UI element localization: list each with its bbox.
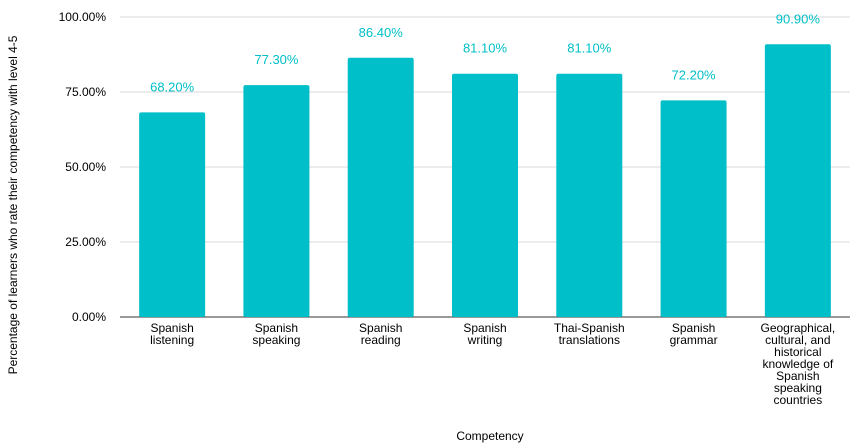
x-category-label: Geographical, cultural, and historical know… <box>760 321 835 407</box>
y-tick-label: 75.00% <box>65 85 106 99</box>
bar <box>139 112 206 318</box>
bars <box>139 44 831 318</box>
data-labels: 68.20% 77.30% 86.40% 81.10% 81.10% 72.20% 90.9… <box>150 11 820 94</box>
x-category-label: Spanish reading <box>359 321 402 347</box>
data-label: 72.20% <box>672 67 717 82</box>
y-tick-label: 50.00% <box>65 160 106 174</box>
data-label: 86.40% <box>359 25 404 40</box>
bar <box>660 100 727 318</box>
x-category-label: Spanish listening <box>150 321 194 347</box>
data-label: 81.10% <box>567 41 612 56</box>
bar <box>243 85 310 317</box>
bar <box>764 44 831 318</box>
x-axis-title: Competency <box>456 429 523 443</box>
y-axis-title: Percentage of learners who rate their co… <box>6 35 20 374</box>
x-axis-categories: Spanish listening Spanish speaking Spanish re… <box>150 321 835 407</box>
y-tick-label: 0.00% <box>72 310 106 324</box>
data-label: 77.30% <box>254 52 299 67</box>
data-label: 81.10% <box>463 41 508 56</box>
bar <box>452 73 518 317</box>
data-label: 68.20% <box>150 79 195 94</box>
y-axis-ticks: 0.00% 25.00% 50.00% 75.00% 100.00% <box>59 10 107 324</box>
y-tick-label: 100.00% <box>59 10 107 24</box>
bar <box>347 57 414 318</box>
bar <box>556 73 623 317</box>
x-category-label: Thai-Spanish translations <box>554 321 625 347</box>
x-category-label: Spanish speaking <box>252 321 300 347</box>
data-label: 90.90% <box>776 11 821 26</box>
x-category-label: Spanish writing <box>463 321 506 347</box>
y-tick-label: 25.00% <box>65 235 106 249</box>
x-category-label: Spanish grammar <box>670 321 718 347</box>
